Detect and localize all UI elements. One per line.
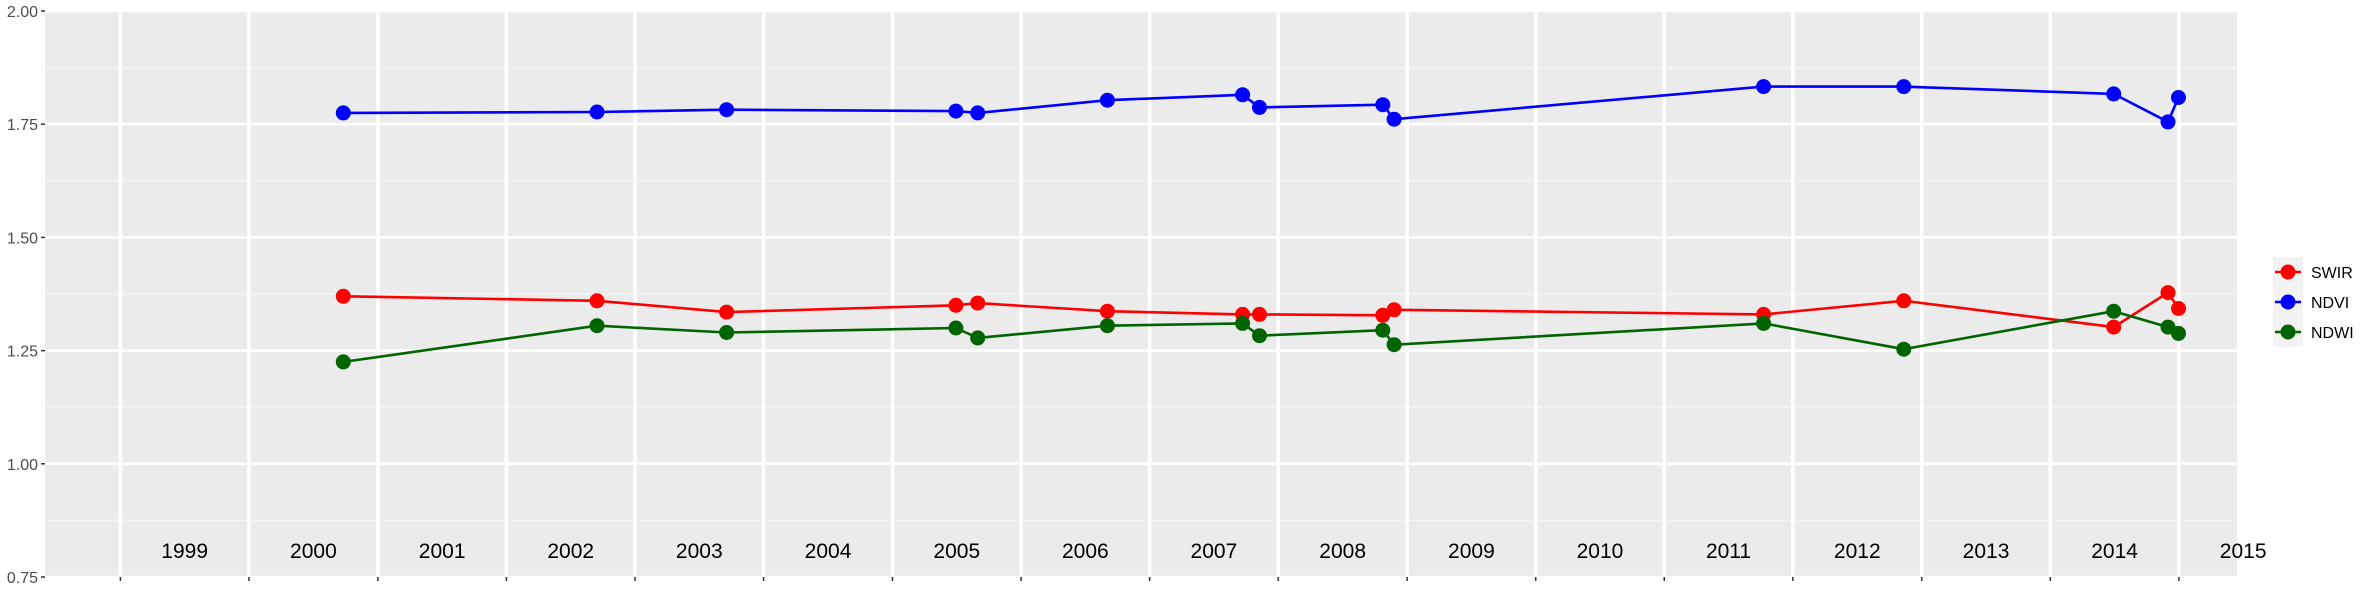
data-point-ndwi — [1896, 341, 1912, 357]
year-label: 2003 — [676, 540, 723, 563]
legend-label-ndwi: NDWI — [2311, 325, 2354, 342]
data-point-swir — [1099, 303, 1115, 319]
data-point-ndvi — [719, 102, 735, 118]
data-point-ndvi — [589, 104, 605, 120]
data-point-ndwi — [719, 325, 735, 340]
data-point-ndwi — [1386, 337, 1402, 353]
data-point-ndwi — [589, 318, 605, 334]
data-point-swir — [1375, 307, 1391, 323]
y-tick-label: 2.00 — [7, 4, 38, 21]
data-point-ndvi — [1756, 79, 1772, 95]
legend-label-ndvi: NDVI — [2311, 295, 2349, 312]
data-point-ndwi — [1375, 322, 1391, 338]
legend-key-point — [2280, 324, 2296, 340]
year-label: 2005 — [933, 540, 980, 563]
year-label: 2001 — [419, 540, 466, 563]
year-label: 2013 — [1963, 540, 2010, 563]
year-label: 2011 — [1706, 540, 1751, 563]
data-point-ndvi — [948, 103, 964, 119]
year-label: 2007 — [1191, 540, 1238, 563]
year-label: 2000 — [290, 540, 337, 563]
y-tick-label: 1.00 — [7, 457, 38, 474]
series-layer — [335, 79, 2186, 370]
year-label: 2006 — [1062, 540, 1109, 563]
data-point-ndwi — [948, 320, 964, 336]
data-point-ndwi — [970, 330, 986, 346]
data-point-swir — [2160, 285, 2176, 301]
data-point-ndwi — [335, 354, 351, 370]
data-point-ndvi — [1235, 87, 1251, 103]
data-point-ndwi — [1235, 315, 1251, 331]
year-label: 2012 — [1834, 540, 1881, 563]
y-tick-label: 1.75 — [7, 117, 38, 134]
year-label: 2004 — [805, 540, 852, 563]
y-tick-label: 1.50 — [7, 230, 38, 247]
data-point-swir — [1252, 306, 1267, 322]
legend-key-point — [2280, 264, 2296, 280]
data-point-ndvi — [1386, 111, 1402, 127]
data-point-swir — [2106, 319, 2122, 335]
minor-gridlines — [45, 66, 2237, 522]
year-label: 1999 — [161, 540, 208, 563]
data-point-swir — [970, 295, 986, 311]
year-label: 2015 — [2220, 540, 2267, 563]
data-point-ndwi — [1756, 315, 1772, 331]
legend-label-swir: SWIR — [2311, 265, 2353, 282]
data-point-ndvi — [2106, 86, 2122, 102]
y-tick-label: 0.75 — [7, 570, 38, 587]
data-point-swir — [1896, 293, 1912, 309]
data-point-ndvi — [1252, 99, 1267, 115]
legend-key-point — [2280, 294, 2296, 310]
data-point-swir — [589, 293, 605, 309]
data-point-ndvi — [1896, 79, 1912, 95]
data-point-ndvi — [2171, 90, 2186, 105]
year-label: 2009 — [1448, 540, 1495, 563]
axes: 1999 2000 2001 2002 2003 2004 2005 2006 2007 2008… — [7, 4, 2267, 587]
data-point-ndwi — [2171, 325, 2186, 341]
year-label: 2010 — [1577, 540, 1624, 563]
major-gridlines — [45, 9, 2237, 579]
data-point-ndwi — [1099, 318, 1115, 334]
year-label: 2014 — [2091, 540, 2138, 563]
year-label: 2002 — [547, 540, 594, 563]
data-point-ndvi — [2160, 114, 2176, 130]
data-point-ndvi — [970, 105, 986, 121]
y-tick-label: 1.25 — [7, 344, 38, 361]
data-point-swir — [948, 297, 964, 313]
data-point-ndvi — [335, 105, 351, 121]
year-label: 2008 — [1319, 540, 1366, 563]
data-point-ndvi — [1099, 92, 1115, 108]
data-point-ndvi — [1375, 97, 1391, 113]
legend: SWIR NDVI NDWI — [2273, 257, 2354, 347]
data-point-swir — [335, 288, 351, 304]
data-point-swir — [1386, 302, 1402, 318]
data-point-swir — [2171, 301, 2186, 316]
data-point-swir — [719, 304, 735, 320]
data-point-ndwi — [1252, 328, 1267, 344]
data-point-ndwi — [2106, 303, 2122, 319]
